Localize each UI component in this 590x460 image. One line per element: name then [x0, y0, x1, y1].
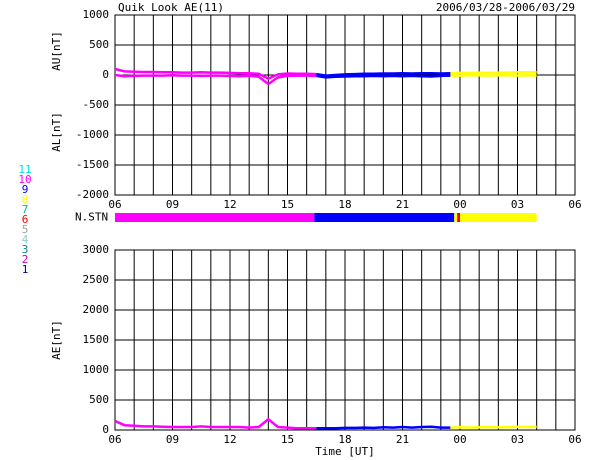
y-tick-label: 500 — [89, 393, 109, 406]
x-tick-label: 12 — [223, 198, 236, 211]
data-line — [316, 74, 451, 79]
data-line — [114, 67, 317, 80]
data-line — [450, 71, 537, 75]
x-tick-label: 06 — [108, 198, 121, 211]
y-tick-label: -1500 — [76, 158, 109, 171]
y-tick-label: 1000 — [83, 8, 110, 21]
station-segment — [457, 213, 460, 222]
x-tick-label: 03 — [511, 198, 524, 211]
station-legend: 3 — [22, 243, 29, 256]
x-tick-label: 09 — [166, 433, 179, 446]
y-tick-label: 1500 — [83, 333, 110, 346]
y-tick-label: -500 — [83, 98, 110, 111]
plot-frame — [114, 14, 576, 196]
strip-label: N.STN — [75, 211, 108, 224]
data-line — [316, 71, 451, 77]
x-tick-label: 12 — [223, 433, 236, 446]
station-legend: 9 — [22, 183, 29, 196]
data-line — [450, 425, 537, 429]
station-segment — [460, 213, 537, 222]
x-tick-label: 15 — [281, 433, 294, 446]
station-segment — [314, 213, 455, 222]
date-range: 2006/03/28-2006/03/29 — [436, 1, 575, 14]
y-tick-label: 0 — [102, 423, 109, 436]
x-tick-label: 06 — [568, 198, 581, 211]
station-legend: 10 — [18, 173, 31, 186]
station-segment — [454, 213, 458, 222]
station-legend: 1 — [22, 263, 29, 276]
x-tick-label: 21 — [396, 198, 409, 211]
y-axis-label: AU[nT] — [50, 31, 63, 71]
x-axis-label: Time [UT] — [315, 445, 375, 458]
data-line — [114, 417, 317, 430]
station-legend: 2 — [22, 253, 29, 266]
y-axis-label: AL[nT] — [50, 112, 63, 152]
data-line — [316, 425, 451, 430]
y-tick-label: 2500 — [83, 273, 110, 286]
station-legend: 7 — [22, 203, 29, 216]
x-tick-label: 18 — [338, 433, 351, 446]
y-tick-label: 1000 — [83, 363, 110, 376]
y-tick-label: -1000 — [76, 128, 109, 141]
x-tick-label: 03 — [511, 433, 524, 446]
x-tick-label: 15 — [281, 198, 294, 211]
y-tick-label: 2000 — [83, 303, 110, 316]
station-legend: 5 — [22, 223, 29, 236]
y-axis-label: AE[nT] — [50, 320, 63, 360]
station-legend: 6 — [22, 213, 29, 226]
y-tick-label: 500 — [89, 38, 109, 51]
x-tick-label: 00 — [453, 198, 466, 211]
station-legend: 11 — [18, 163, 31, 176]
x-tick-label: 06 — [568, 433, 581, 446]
y-tick-label: 3000 — [83, 243, 110, 256]
plot-frame — [114, 249, 576, 431]
x-tick-label: 18 — [338, 198, 351, 211]
y-tick-label: -2000 — [76, 188, 109, 201]
station-segment — [115, 213, 315, 222]
title: Quik Look AE(11) — [118, 1, 224, 14]
y-tick-label: 0 — [102, 68, 109, 81]
x-tick-label: 00 — [453, 433, 466, 446]
station-legend: 4 — [22, 233, 29, 246]
x-tick-label: 06 — [108, 433, 121, 446]
x-tick-label: 09 — [166, 198, 179, 211]
data-line — [114, 73, 317, 86]
station-legend: 8 — [22, 193, 29, 206]
x-tick-label: 21 — [396, 433, 409, 446]
